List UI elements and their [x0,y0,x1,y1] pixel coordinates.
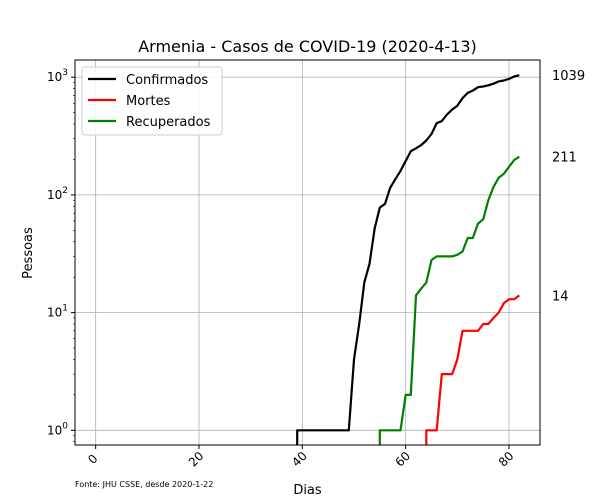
legend-box [81,66,223,136]
y-axis-label: Pessoas [21,227,36,279]
series-line-mortes [425,294,520,445]
series-line-confirmados [296,74,520,445]
y-tick-label: 100 [47,421,68,437]
end-labels: 1039 14 211 [552,69,585,304]
source-note: Fonte: JHU CSSE, desde 2020-1-22 [75,480,213,489]
x-tick-label: 40 [289,449,310,470]
end-label-confirmados: 1039 [552,69,585,84]
y-axis-ticks: 100 101 102 103 [47,68,75,443]
legend-label-mortes: Mortes [126,94,171,109]
plot-frame [74,59,541,446]
x-axis-label: Dias [293,483,322,498]
legend: Confirmados Mortes Recuperados [81,66,223,136]
x-tick-label: 20 [186,449,207,470]
y-tick-label: 102 [47,186,68,202]
x-tick-label: 60 [392,449,413,470]
legend-label-recuperados: Recuperados [126,115,211,130]
end-label-recuperados: 211 [552,151,577,166]
x-axis-ticks: 0 20 40 60 80 [85,445,517,470]
series-lines [296,74,520,445]
x-tick-label: 80 [496,449,517,470]
y-tick-label: 103 [47,68,68,84]
legend-label-confirmados: Confirmados [126,73,208,88]
chart-title: Armenia - Casos de COVID-19 (2020-4-13) [138,37,477,56]
x-tick-label: 0 [85,452,100,467]
end-label-mortes: 14 [552,289,569,304]
y-tick-label: 101 [47,304,68,320]
series-line-recuperados [378,155,520,445]
